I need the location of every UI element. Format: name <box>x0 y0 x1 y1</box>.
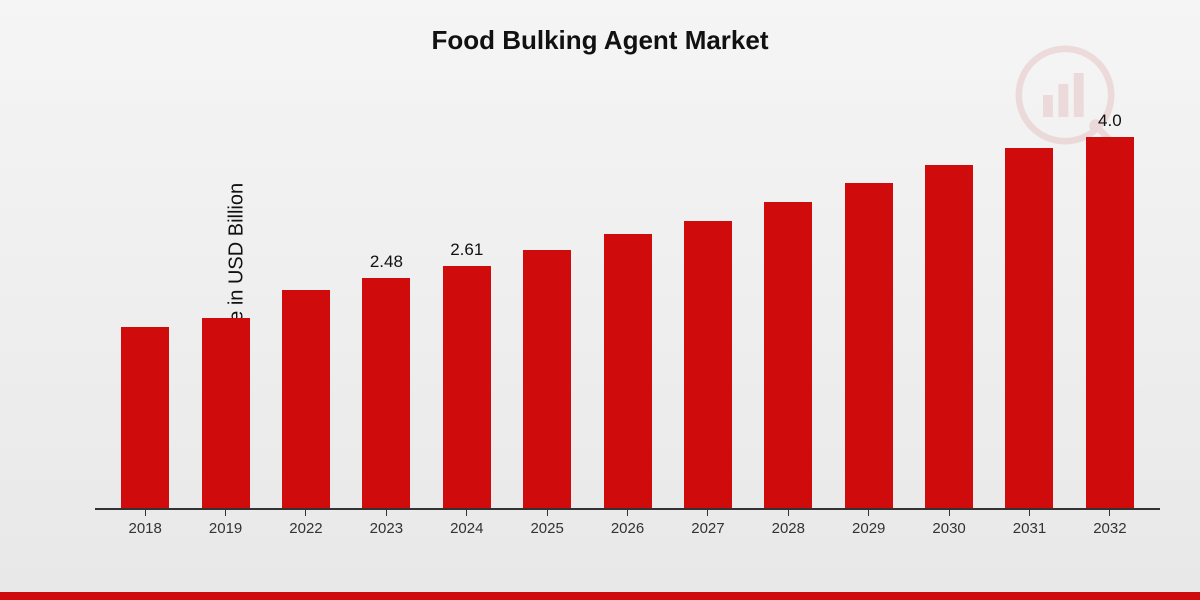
x-axis-label: 2027 <box>691 520 724 537</box>
bar-slot: 2030 <box>909 100 989 508</box>
bar <box>282 290 330 508</box>
bar-value-label: 4.0 <box>1098 111 1122 131</box>
x-tick <box>1029 508 1030 516</box>
bar <box>604 234 652 508</box>
x-tick <box>707 508 708 516</box>
x-tick <box>868 508 869 516</box>
bar <box>764 202 812 508</box>
x-tick <box>547 508 548 516</box>
bar <box>523 250 571 508</box>
x-tick <box>225 508 226 516</box>
chart-area: Market Value in USD Billion 201820192022… <box>95 100 1160 510</box>
x-tick <box>1109 508 1110 516</box>
bar <box>1086 137 1134 508</box>
bar-slot: 2018 <box>105 100 185 508</box>
x-axis-label: 2022 <box>289 520 322 537</box>
bar <box>362 278 410 508</box>
bar-slot: 2029 <box>829 100 909 508</box>
bar-slot: 2025 <box>507 100 587 508</box>
x-axis-label: 2019 <box>209 520 242 537</box>
bar-value-label: 2.48 <box>370 252 403 272</box>
bar-slot: 2.612024 <box>427 100 507 508</box>
x-axis-label: 2018 <box>129 520 162 537</box>
bar-slot: 2.482023 <box>346 100 426 508</box>
bar-value-label: 2.61 <box>450 240 483 260</box>
x-axis-label: 2031 <box>1013 520 1046 537</box>
x-axis-label: 2025 <box>530 520 563 537</box>
bar <box>443 266 491 508</box>
bar <box>925 165 973 508</box>
bar-slot: 4.02032 <box>1070 100 1150 508</box>
bar-slot: 2026 <box>587 100 667 508</box>
x-axis-label: 2024 <box>450 520 483 537</box>
bar <box>202 318 250 508</box>
bar-slot: 2019 <box>185 100 265 508</box>
bars-container: 2018201920222.4820232.612024202520262027… <box>95 100 1160 508</box>
x-axis-label: 2029 <box>852 520 885 537</box>
x-tick <box>305 508 306 516</box>
x-axis-label: 2032 <box>1093 520 1126 537</box>
x-tick <box>627 508 628 516</box>
x-tick <box>145 508 146 516</box>
x-axis-label: 2026 <box>611 520 644 537</box>
x-tick <box>466 508 467 516</box>
bar <box>845 183 893 508</box>
bar-slot: 2027 <box>668 100 748 508</box>
plot-region: 2018201920222.4820232.612024202520262027… <box>95 100 1160 510</box>
bar <box>684 221 732 508</box>
bar-slot: 2022 <box>266 100 346 508</box>
footer-accent-bar <box>0 592 1200 600</box>
bar-slot: 2028 <box>748 100 828 508</box>
bar-slot: 2031 <box>989 100 1069 508</box>
x-tick <box>386 508 387 516</box>
bar <box>1005 148 1053 508</box>
x-axis-label: 2028 <box>772 520 805 537</box>
x-tick <box>788 508 789 516</box>
x-axis-label: 2030 <box>932 520 965 537</box>
bar <box>121 327 169 508</box>
x-axis-label: 2023 <box>370 520 403 537</box>
x-tick <box>949 508 950 516</box>
